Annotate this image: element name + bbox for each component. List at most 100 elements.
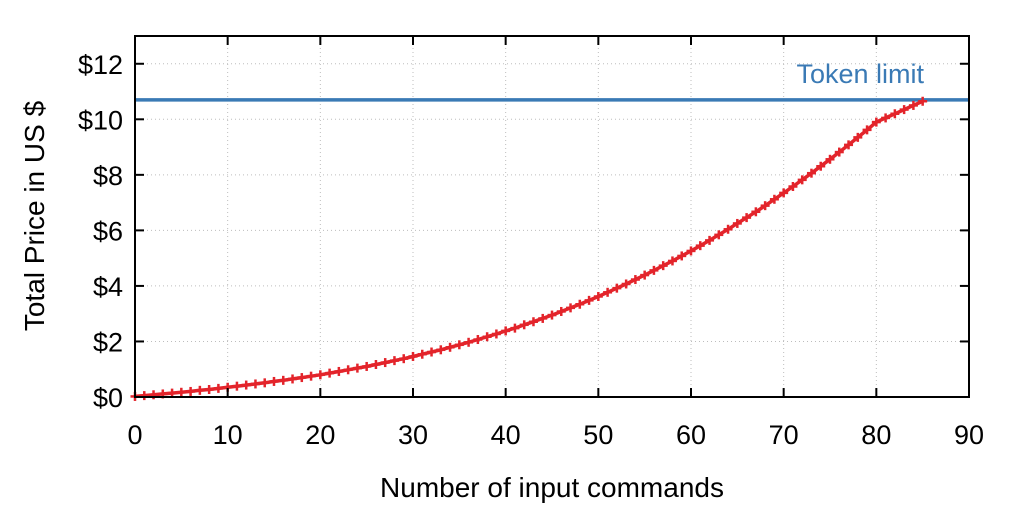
data-point-marker bbox=[260, 378, 270, 388]
plot-area bbox=[130, 96, 969, 401]
data-point-marker bbox=[603, 287, 613, 297]
data-point-marker bbox=[519, 320, 529, 330]
data-point-marker bbox=[908, 100, 918, 110]
data-point-marker bbox=[445, 342, 455, 352]
data-point-marker bbox=[195, 385, 205, 395]
data-point-marker bbox=[742, 213, 752, 223]
data-point-marker bbox=[853, 132, 863, 142]
data-point-marker bbox=[788, 182, 798, 192]
data-point-marker bbox=[547, 310, 557, 320]
y-tick-label: $8 bbox=[93, 161, 123, 191]
y-tick-label: $4 bbox=[93, 272, 123, 302]
data-point-marker bbox=[482, 332, 492, 342]
x-axis-label: Number of input commands bbox=[380, 472, 724, 503]
data-point-marker bbox=[306, 371, 316, 381]
data-point-marker bbox=[575, 299, 585, 309]
data-point-marker bbox=[436, 345, 446, 355]
data-point-marker bbox=[473, 335, 483, 345]
data-point-marker bbox=[380, 358, 390, 368]
x-tick-label: 30 bbox=[398, 420, 428, 450]
data-point-marker bbox=[834, 147, 844, 157]
y-tick-label: $6 bbox=[93, 216, 123, 246]
y-tick-label: $10 bbox=[78, 105, 123, 135]
data-point-marker bbox=[825, 154, 835, 164]
data-point-marker bbox=[640, 270, 650, 280]
price-line bbox=[134, 99, 924, 399]
data-point-marker bbox=[232, 381, 242, 391]
data-point-marker bbox=[528, 317, 538, 327]
y-tick-label: $2 bbox=[93, 327, 123, 357]
data-point-marker bbox=[760, 201, 770, 211]
x-tick-label: 0 bbox=[127, 420, 142, 450]
x-tick-label: 20 bbox=[305, 420, 335, 450]
data-point-marker bbox=[714, 230, 724, 240]
x-tick-label: 60 bbox=[676, 420, 706, 450]
data-point-marker bbox=[362, 361, 372, 371]
data-point-marker bbox=[797, 175, 807, 185]
data-point-marker bbox=[501, 326, 511, 336]
data-point-marker bbox=[399, 354, 409, 364]
data-point-marker bbox=[204, 385, 214, 395]
data-point-marker bbox=[139, 391, 149, 401]
data-point-marker bbox=[315, 370, 325, 380]
data-point-marker bbox=[732, 218, 742, 228]
data-point-marker bbox=[612, 283, 622, 293]
data-point-marker bbox=[352, 363, 362, 373]
y-axis-label: Total Price in US $ bbox=[19, 100, 50, 331]
data-point-marker bbox=[186, 386, 196, 396]
data-point-marker bbox=[844, 140, 854, 150]
data-point-marker bbox=[491, 329, 501, 339]
data-point-marker bbox=[556, 306, 566, 316]
data-point-marker bbox=[334, 366, 344, 376]
data-point-marker bbox=[454, 340, 464, 350]
data-point-marker bbox=[297, 373, 307, 383]
data-point-marker bbox=[389, 356, 399, 366]
data-point-marker bbox=[371, 360, 381, 370]
data-point-marker bbox=[288, 374, 298, 384]
x-tick-label: 10 bbox=[213, 420, 243, 450]
data-point-marker bbox=[816, 161, 826, 171]
grid bbox=[135, 36, 969, 397]
data-point-marker bbox=[427, 347, 437, 357]
data-point-marker bbox=[241, 380, 251, 390]
data-point-marker bbox=[751, 207, 761, 217]
data-point-marker bbox=[584, 295, 594, 305]
data-point-marker bbox=[695, 241, 705, 251]
data-point-marker bbox=[705, 235, 715, 245]
data-point-marker bbox=[566, 303, 576, 313]
data-point-marker bbox=[899, 105, 909, 115]
y-tick-label: $0 bbox=[93, 383, 123, 413]
data-point-marker bbox=[723, 224, 733, 234]
x-tick-label: 90 bbox=[954, 420, 984, 450]
data-point-marker bbox=[918, 96, 928, 106]
data-point-marker bbox=[686, 246, 696, 256]
data-point-marker bbox=[890, 109, 900, 119]
data-point-marker bbox=[667, 256, 677, 266]
data-point-marker bbox=[325, 368, 335, 378]
x-tick-label: 40 bbox=[491, 420, 521, 450]
data-point-marker bbox=[408, 351, 418, 361]
data-point-marker bbox=[593, 291, 603, 301]
tick-labels: 0 10 20 30 40 50 60 70 80 90 $0 $2 $4 $6 $8 $10 $12 bbox=[78, 50, 984, 450]
x-tick-label: 50 bbox=[583, 420, 613, 450]
y-tick-label: $12 bbox=[78, 50, 123, 80]
data-point-marker bbox=[343, 365, 353, 375]
data-point-marker bbox=[630, 275, 640, 285]
data-point-marker bbox=[649, 265, 659, 275]
data-point-marker bbox=[677, 251, 687, 261]
data-point-marker bbox=[871, 117, 881, 127]
data-point-marker bbox=[176, 387, 186, 397]
data-point-marker bbox=[881, 113, 891, 123]
data-point-marker bbox=[806, 168, 816, 178]
data-point-marker bbox=[779, 188, 789, 198]
x-tick-label: 70 bbox=[769, 420, 799, 450]
data-point-marker bbox=[213, 383, 223, 393]
data-point-marker bbox=[769, 194, 779, 204]
plot-frame bbox=[134, 35, 970, 398]
data-point-marker bbox=[862, 125, 872, 135]
axis-ticks bbox=[134, 36, 970, 398]
x-tick-label: 80 bbox=[861, 420, 891, 450]
data-point-marker bbox=[621, 279, 631, 289]
data-point-marker bbox=[538, 313, 548, 323]
